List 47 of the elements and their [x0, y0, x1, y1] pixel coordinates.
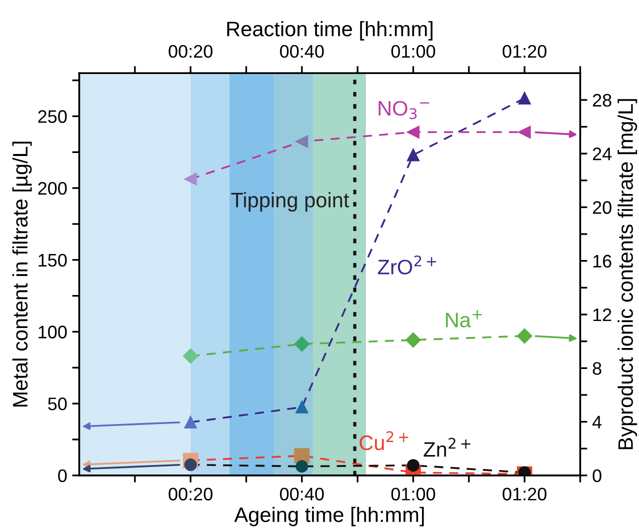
- point: [184, 416, 197, 429]
- point: [182, 348, 198, 364]
- x-tick-label: 01:00: [391, 488, 436, 500]
- x2-tick-label: 00:40: [280, 44, 324, 58]
- y2-tick-label: 8: [592, 362, 602, 375]
- y-tick-label: 0: [58, 469, 67, 482]
- point: [518, 126, 531, 138]
- x2-tick-label: 01:00: [391, 44, 436, 58]
- y2-tick-label: 16: [593, 254, 612, 268]
- x2-tick-label: 00:20: [168, 44, 212, 58]
- point: [294, 336, 310, 352]
- x-axis-title: Ageing time [hh:mm]: [234, 506, 424, 526]
- point: [406, 148, 420, 162]
- y2-tick-label: 12: [593, 308, 612, 322]
- x-tick-label: 01:20: [502, 488, 546, 500]
- series-label: NO$_{3}$$^{−}$: [378, 100, 430, 120]
- y-tick-label: 250: [38, 110, 67, 123]
- point: [406, 459, 420, 472]
- y-tick-label: 50: [48, 398, 67, 410]
- x-tick-label: 00:20: [168, 488, 212, 500]
- x2-axis-title: Reaction time [hh:mm]: [227, 21, 432, 40]
- y2-axis-title: Byproduct ionic contents filtrate [mg/L]: [618, 99, 638, 450]
- y2-tick-label: 28: [592, 94, 612, 107]
- series-label: ZrO$^{2+}$: [378, 255, 436, 274]
- point: [296, 460, 308, 473]
- y-tick-label: 150: [38, 254, 67, 267]
- point: [406, 332, 421, 348]
- y2-tick-label: 4: [592, 416, 602, 428]
- ref-line-label: Tipping point: [231, 192, 350, 212]
- point: [184, 172, 197, 186]
- y-axis-title: Metal content in filtrate [µg/L]: [12, 142, 32, 407]
- y-tick-label: 200: [38, 182, 67, 195]
- point: [184, 458, 197, 472]
- x2-tick-label: 01:20: [502, 44, 546, 58]
- point: [518, 92, 531, 105]
- y-tick-label: 100: [38, 326, 67, 338]
- y2-tick-label: 0: [592, 469, 602, 482]
- y2-tick-label: 24: [592, 148, 612, 160]
- point: [516, 328, 532, 344]
- point: [406, 126, 420, 138]
- x-tick-label: 00:40: [280, 488, 324, 500]
- point: [296, 400, 308, 414]
- y2-tick-label: 20: [592, 201, 612, 214]
- series-label: Na$^{+}$: [446, 310, 482, 328]
- series-label: Zn$^{2+}$: [424, 438, 470, 457]
- series-label: Cu$^{2+}$: [360, 431, 408, 450]
- point: [296, 135, 308, 148]
